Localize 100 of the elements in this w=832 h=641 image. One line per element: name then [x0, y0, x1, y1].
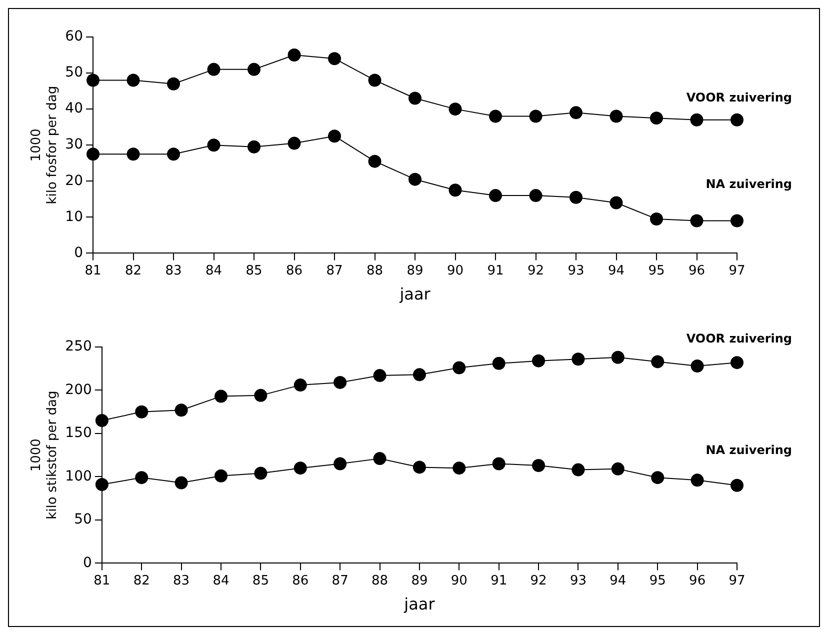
point	[452, 462, 466, 475]
x-tick-label: 88	[371, 573, 388, 588]
point	[254, 466, 268, 480]
x-tick-label: 81	[94, 573, 110, 588]
point	[611, 462, 624, 476]
x-tick-label: 90	[446, 263, 464, 278]
point	[690, 474, 704, 487]
point	[611, 350, 624, 364]
point	[572, 352, 585, 366]
x-tick-label: 83	[173, 573, 190, 588]
point	[334, 457, 347, 470]
x-tick-label: 95	[648, 263, 665, 278]
point	[651, 355, 664, 368]
x-tick-label: 86	[292, 573, 309, 588]
x-tick-label: 88	[366, 263, 384, 278]
x-tick-label: 93	[570, 573, 587, 588]
y-tick-label: 60	[65, 28, 84, 45]
point	[492, 457, 506, 470]
x-tick-label: 91	[487, 263, 504, 278]
x-tick-label: 82	[133, 573, 150, 588]
point	[570, 190, 583, 204]
point	[248, 62, 261, 76]
point	[288, 48, 301, 62]
y-tick-label: 0	[74, 244, 84, 261]
x-tick-label: 84	[212, 573, 230, 588]
point	[412, 460, 426, 474]
x-tick-label: 94	[610, 573, 626, 588]
point	[489, 189, 502, 202]
point	[214, 390, 228, 403]
x-tick-label: 93	[568, 263, 584, 278]
point	[373, 452, 386, 466]
y-tick-label: 20	[65, 172, 84, 189]
x-tick-label: 85	[252, 573, 269, 588]
point	[328, 130, 342, 143]
y-tick-label: 100	[65, 468, 92, 484]
point	[492, 356, 506, 370]
x-tick-label: 95	[649, 573, 666, 588]
point	[207, 62, 220, 76]
y-tick-label: 250	[65, 338, 92, 355]
point	[408, 92, 422, 105]
y-tick-label: 150	[65, 425, 92, 442]
point	[572, 463, 585, 476]
x-tick-label: 97	[728, 573, 746, 588]
point	[448, 102, 462, 116]
point	[452, 361, 466, 374]
x-tick-label: 89	[406, 263, 424, 278]
point	[489, 110, 502, 123]
x-tick-label: 85	[246, 263, 262, 278]
point	[570, 106, 583, 120]
y-tick-label: 40	[65, 100, 84, 117]
point	[328, 52, 342, 66]
point	[95, 414, 108, 428]
point	[412, 368, 426, 382]
point	[730, 478, 744, 492]
point	[214, 469, 228, 482]
x-tick-label: 91	[490, 573, 508, 588]
point	[408, 172, 422, 186]
y-tick-label: 0	[83, 554, 92, 571]
y-tick-label: 200	[65, 382, 92, 398]
x-tick-label: 96	[689, 573, 706, 588]
point	[368, 154, 382, 168]
x-tick-label: 92	[527, 263, 544, 278]
point	[368, 74, 382, 87]
x-tick-label: 84	[205, 263, 222, 278]
x-tick-label: 92	[530, 573, 547, 588]
point	[610, 196, 623, 210]
point	[650, 112, 663, 125]
point	[690, 113, 704, 126]
x-tick-label: 83	[165, 263, 182, 278]
x-axis-title: jaar	[403, 594, 436, 614]
x-axis-title: jaar	[398, 284, 431, 304]
point	[167, 77, 180, 90]
point	[373, 369, 386, 382]
x-tick-label: 82	[124, 263, 142, 278]
point	[730, 113, 744, 126]
point	[690, 214, 704, 228]
point	[174, 404, 188, 417]
point	[174, 476, 188, 490]
point	[288, 136, 301, 150]
x-tick-label: 90	[450, 573, 468, 588]
series-label: VOOR zuivering	[686, 332, 792, 346]
point	[207, 138, 220, 152]
point	[254, 388, 268, 402]
x-tick-label: 94	[608, 263, 625, 278]
point	[730, 356, 744, 370]
point	[690, 360, 704, 373]
point	[167, 148, 180, 161]
point	[532, 354, 546, 368]
text: NA zuivering	[706, 176, 792, 191]
x-tick-label: 87	[326, 263, 343, 278]
x-tick-label: 87	[332, 573, 348, 588]
series-label: NA zuivering	[706, 443, 792, 458]
point	[95, 478, 108, 492]
x-tick-label: 96	[688, 263, 706, 278]
y-tick-label: 30	[65, 136, 84, 153]
point	[610, 110, 623, 123]
x-tick-label: 86	[286, 263, 303, 278]
point	[529, 110, 542, 123]
series-label: VOOR zuivering	[686, 90, 792, 104]
point	[532, 458, 546, 472]
